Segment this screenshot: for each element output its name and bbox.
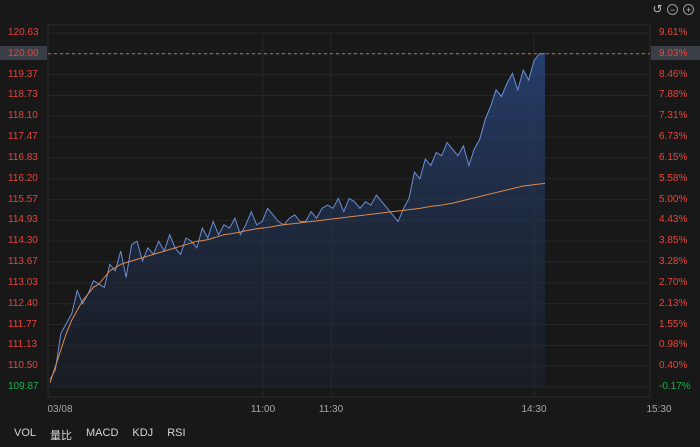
percent-tick-label: 8.46% [659, 68, 688, 80]
zoom-in-icon[interactable]: + [683, 4, 694, 15]
percent-tick-label: 4.43% [659, 214, 688, 226]
highlight-percent-label-bg [651, 46, 700, 60]
percent-tick-label: 9.03% [659, 47, 688, 59]
price-tick-label: 112.40 [8, 297, 38, 309]
price-tick-label: 114.93 [8, 214, 38, 226]
price-tick-label: 111.77 [8, 318, 38, 330]
average-series-line [49, 182, 546, 383]
price-tick-label: 116.83 [8, 151, 38, 163]
percent-tick-label: 6.15% [659, 151, 688, 163]
percent-tick-label: 7.88% [659, 89, 688, 101]
tab-kdj[interactable]: KDJ [132, 427, 154, 439]
price-tick-label: 114.30 [8, 235, 38, 247]
tab-vol[interactable]: VOL [14, 427, 37, 439]
indicator-tabs: VOL 量比 MACD KDJ RSI [0, 427, 186, 442]
price-series-line [49, 53, 545, 380]
highlight-price-label-bg [0, 46, 47, 60]
price-tick-label: 117.47 [8, 131, 38, 143]
percent-tick-label: -0.17% [659, 381, 691, 392]
percent-tick-label: 2.13% [659, 297, 688, 309]
time-tick-label: 15:30 [646, 404, 672, 415]
price-area-fill [50, 53, 545, 387]
tab-rsi[interactable]: RSI [167, 427, 186, 439]
undo-icon[interactable]: ↺ [652, 2, 663, 16]
price-tick-label: 113.03 [8, 276, 38, 288]
price-tick-label: 120.63 [8, 27, 39, 38]
percent-tick-label: 0.98% [659, 339, 688, 351]
time-tick-label: 14:30 [521, 404, 547, 415]
percent-tick-label: 1.55% [659, 318, 688, 330]
price-tick-label: 113.67 [8, 256, 38, 268]
zoom-out-icon[interactable]: − [667, 4, 678, 15]
percent-tick-label: 7.31% [659, 110, 688, 122]
percent-tick-label: 0.40% [659, 360, 688, 372]
tab-volume-ratio[interactable]: 量比 [50, 430, 73, 442]
time-tick-label: 03/08 [47, 404, 73, 415]
percent-tick-label: 5.58% [659, 172, 688, 184]
price-tick-label: 110.50 [8, 360, 38, 372]
time-tick-label: 11:30 [318, 404, 344, 415]
price-tick-label: 116.20 [8, 172, 38, 184]
percent-tick-label: 5.00% [659, 193, 688, 205]
price-tick-label: 118.73 [8, 89, 38, 101]
price-tick-label: 120.00 [8, 47, 39, 59]
percent-tick-label: 2.70% [659, 276, 688, 288]
plot-frame [47, 24, 651, 398]
percent-tick-label: 6.73% [659, 131, 688, 143]
tab-macd[interactable]: MACD [86, 427, 119, 439]
price-tick-label: 118.10 [8, 110, 38, 122]
price-tick-label: 111.13 [8, 339, 38, 351]
price-tick-label: 115.57 [8, 193, 38, 205]
time-tick-label: 11:00 [250, 404, 276, 415]
percent-tick-label: 3.85% [659, 235, 688, 247]
price-tick-label: 119.37 [8, 68, 38, 80]
percent-tick-label: 9.61% [659, 27, 688, 38]
price-tick-label: 109.87 [8, 381, 39, 392]
percent-tick-label: 3.28% [659, 256, 688, 268]
